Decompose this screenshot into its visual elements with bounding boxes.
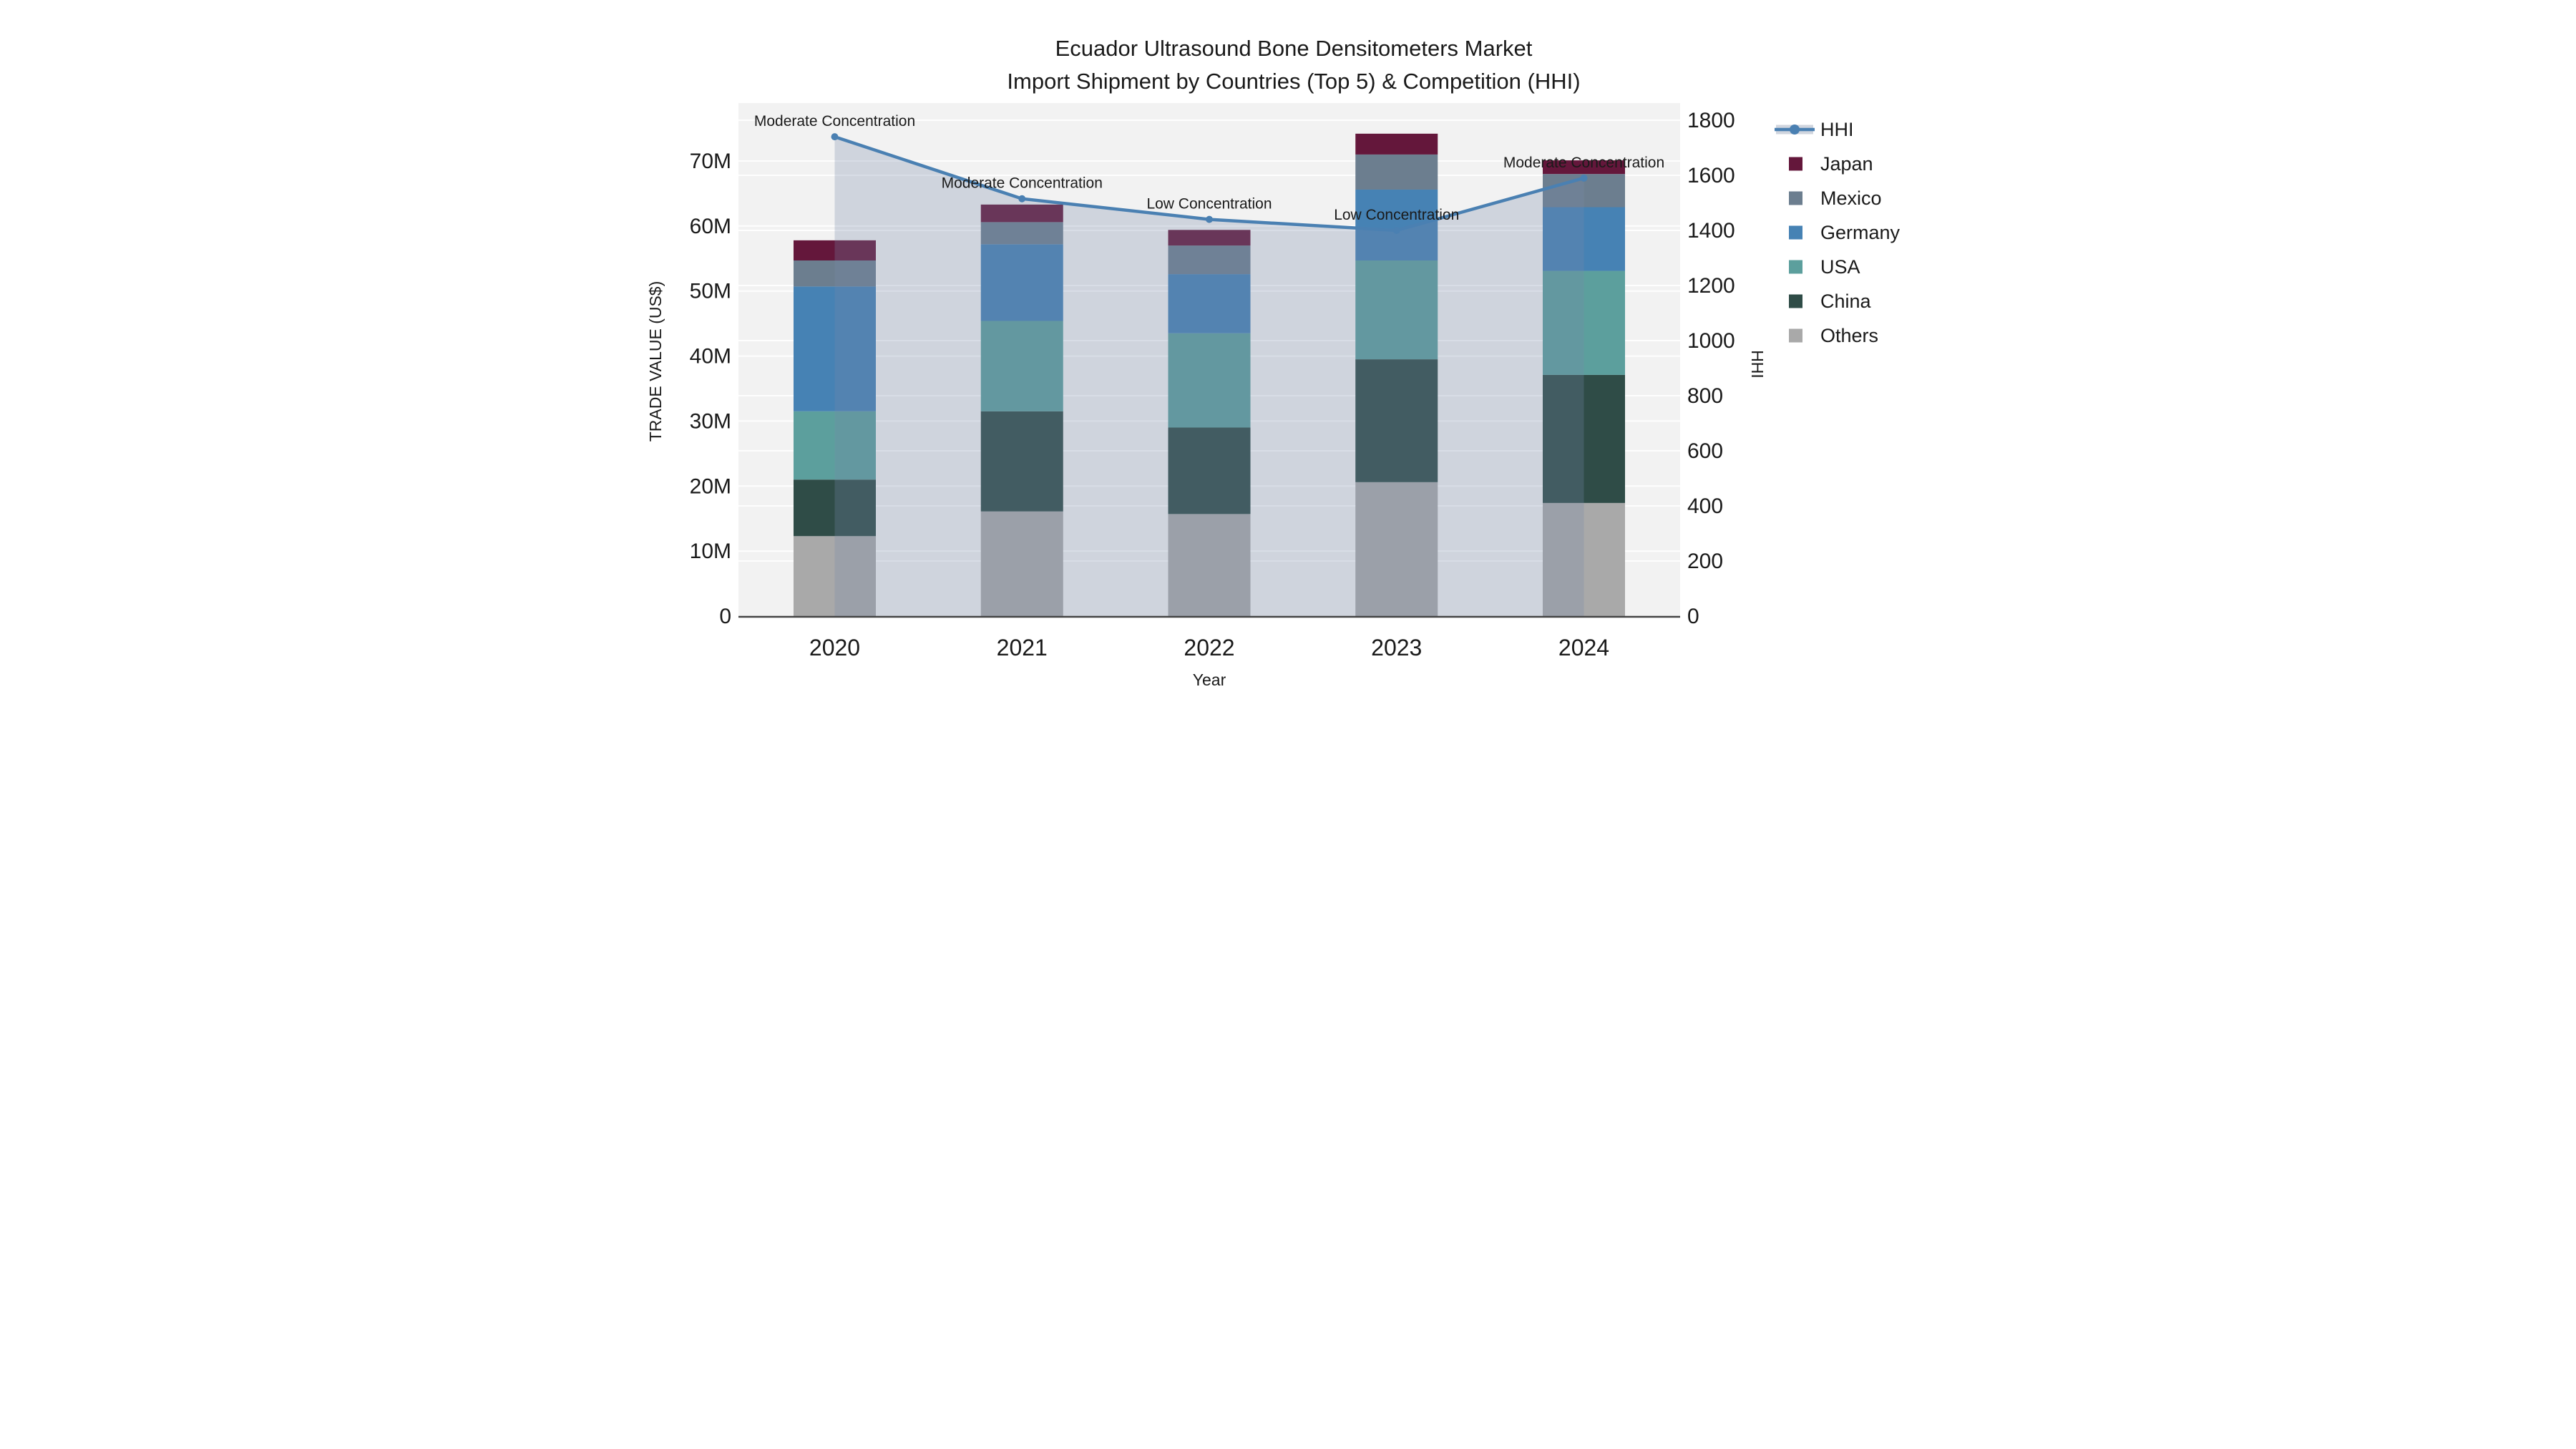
annotation-2020: Moderate Concentration: [754, 113, 915, 130]
chart: Moderate Concentration Moderate Concentra…: [646, 36, 1901, 689]
annotation-2023: Low Concentration: [1334, 207, 1459, 223]
bar-2024-others: [1543, 502, 1625, 616]
annotation-2024: Moderate Concentration: [1503, 155, 1664, 171]
y-left-tick: 70M: [690, 150, 731, 173]
legend-item-usa-swatch: [1789, 260, 1802, 274]
legend-item-japan-label: Japan: [1820, 153, 1873, 175]
chart-canvas: Moderate Concentration Moderate Concentra…: [644, 0, 1932, 725]
bar-2020-japan: [794, 240, 876, 261]
x-tick-2021: 2021: [997, 635, 1048, 660]
bar-2023-mexico: [1355, 154, 1438, 190]
bar-2021-china: [980, 411, 1063, 512]
bar-2020-germany: [794, 286, 876, 411]
y-right-tick: 400: [1687, 494, 1723, 518]
y-right-tick: 1200: [1687, 274, 1735, 298]
hhi-marker-2023: [1392, 227, 1400, 234]
hhi-marker-2024: [1580, 174, 1588, 182]
bar-2022-others: [1168, 514, 1251, 616]
chart-subtitle: Import Shipment by Countries (Top 5) & C…: [1007, 69, 1580, 94]
y-right-tick: 1800: [1687, 109, 1735, 132]
y-right-tick: 600: [1687, 439, 1723, 463]
chart-title: Ecuador Ultrasound Bone Densitometers Ma…: [1055, 36, 1533, 61]
hhi-area-fill: [834, 137, 1584, 617]
bar-2021-japan: [980, 204, 1063, 223]
x-tick-2024: 2024: [1558, 635, 1609, 660]
y-axis-title: TRADE VALUE (US$): [646, 281, 665, 442]
y-right-tick: 800: [1687, 384, 1723, 408]
legend-item-mexico-label: Mexico: [1820, 187, 1882, 209]
legend-item-usa-label: USA: [1820, 256, 1860, 278]
legend-item-china-label: China: [1820, 291, 1872, 312]
legend-item-hhi-marker-swatch: [1790, 125, 1800, 135]
hhi-marker-2022: [1206, 215, 1213, 223]
x-tick-2023: 2023: [1371, 635, 1422, 660]
y-left-tick: 20M: [690, 474, 731, 498]
bar-2024-germany: [1543, 207, 1625, 271]
y-left-tick: 30M: [690, 409, 731, 433]
hhi-marker-2020: [831, 133, 839, 141]
legend-item-japan-swatch: [1789, 157, 1802, 171]
annotation-2021: Moderate Concentration: [942, 175, 1103, 192]
bar-2023-others: [1355, 482, 1438, 616]
legend-item-hhi-label: HHI: [1820, 119, 1854, 140]
legend-item-germany-label: Germany: [1820, 222, 1901, 243]
y-right-tick: 1400: [1687, 219, 1735, 243]
bar-2022-usa: [1168, 333, 1251, 428]
bar-2023-usa: [1355, 260, 1438, 360]
bar-2020-china: [794, 479, 876, 537]
annotation-2022: Low Concentration: [1146, 196, 1272, 213]
legend-item-germany-swatch: [1789, 225, 1802, 240]
legend-item-others-label: Others: [1820, 325, 1878, 346]
bar-2021-others: [980, 511, 1063, 616]
bar-2020-usa: [794, 411, 876, 480]
legend-item-others-swatch: [1789, 328, 1802, 343]
y-left-tick: 40M: [690, 345, 731, 369]
y-right-tick: 1000: [1687, 329, 1735, 353]
y-left-tick: 50M: [690, 280, 731, 303]
x-axis-title: Year: [1193, 670, 1226, 689]
bar-2021-germany: [980, 244, 1063, 321]
bar-2020-mexico: [794, 260, 876, 287]
x-tick-2022: 2022: [1184, 635, 1234, 660]
bar-2023-japan: [1355, 133, 1438, 155]
bar-2021-usa: [980, 321, 1063, 411]
bar-2024-china: [1543, 374, 1625, 503]
bar-2020-others: [794, 536, 876, 616]
bar-2022-china: [1168, 427, 1251, 514]
y-right-tick: 0: [1687, 605, 1699, 628]
legend-item-mexico-swatch: [1789, 191, 1802, 205]
bar-2022-germany: [1168, 274, 1251, 333]
y-left-tick: 60M: [690, 215, 731, 238]
x-tick-2020: 2020: [809, 635, 860, 660]
hhi-marker-2021: [1018, 195, 1026, 203]
y2-axis-title: HHI: [1748, 350, 1767, 379]
bar-2022-japan: [1168, 230, 1251, 246]
bar-2022-mexico: [1168, 245, 1251, 275]
bar-2021-mexico: [980, 222, 1063, 245]
y-right-tick: 200: [1687, 550, 1723, 573]
bar-2024-usa: [1543, 270, 1625, 375]
legend-item-china-swatch: [1789, 294, 1802, 308]
bar-2023-germany: [1355, 189, 1438, 261]
bar-2024-japan: [1543, 160, 1625, 175]
y-left-tick: 10M: [690, 540, 731, 563]
bar-2023-china: [1355, 359, 1438, 482]
y-left-tick: 0: [719, 605, 731, 628]
y-right-tick: 1600: [1687, 164, 1735, 187]
